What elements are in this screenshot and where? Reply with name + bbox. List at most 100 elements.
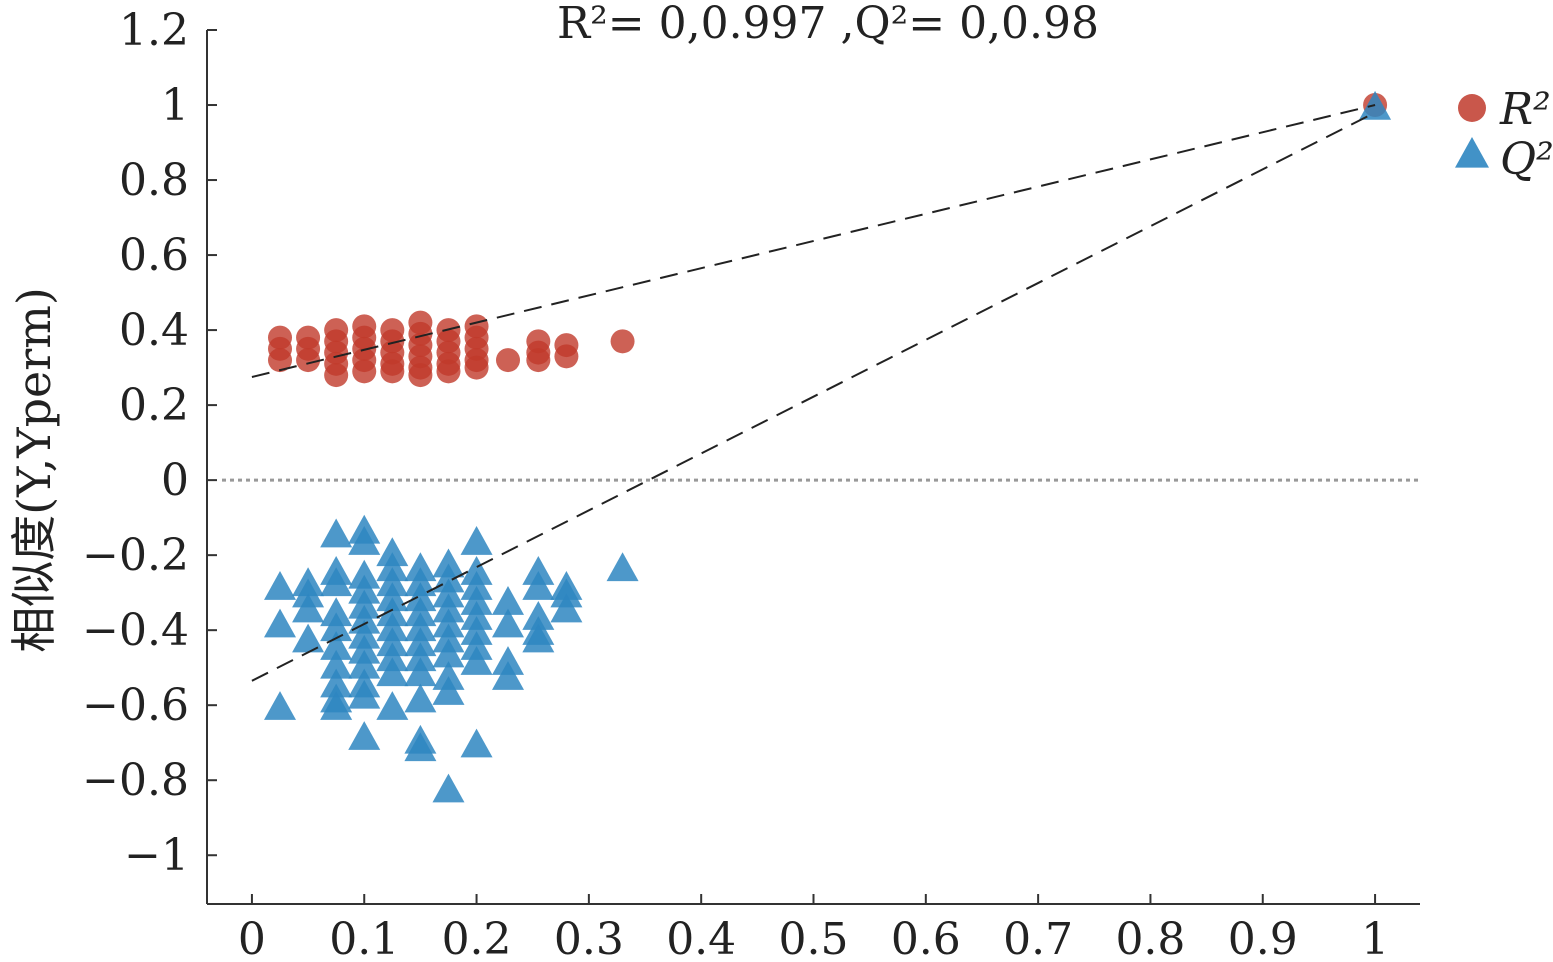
q2-point: [292, 593, 325, 623]
chart-title: R²= 0,0.997 ,Q²= 0,0.98: [557, 0, 1099, 49]
x-tick-label: 0: [238, 914, 266, 962]
q2-point: [404, 683, 437, 713]
r2-point: [436, 359, 461, 384]
q2-point: [348, 634, 381, 664]
q2-point: [376, 582, 409, 612]
r2-point: [464, 355, 489, 380]
y-tick-label: 1: [161, 80, 189, 131]
r2-point: [554, 344, 579, 369]
q2-point: [550, 593, 583, 623]
q2-point: [460, 631, 493, 660]
q2-point: [522, 571, 555, 600]
legend-r2-marker: [1458, 94, 1486, 122]
y-tick-label: 0: [161, 455, 189, 506]
q2-point: [348, 649, 381, 679]
r2-point: [526, 348, 551, 373]
x-tick-label: 0.2: [442, 914, 512, 962]
y-tick-label: 0.4: [119, 305, 189, 356]
q2-point: [492, 661, 525, 690]
q2-point: [376, 642, 409, 672]
q2-point: [348, 589, 381, 619]
q2-point: [348, 604, 381, 634]
q2-point: [264, 691, 297, 720]
q2-point: [320, 612, 353, 642]
q2-point: [432, 623, 465, 653]
q2-point: [550, 578, 583, 608]
x-tick-label: 0.8: [1115, 914, 1185, 962]
q2-point: [492, 586, 525, 615]
q2-point: [404, 567, 437, 597]
q2-point: [376, 627, 409, 657]
q2-point: [376, 597, 409, 627]
q2-point: [522, 601, 555, 630]
q2-point: [264, 608, 297, 638]
q2-point: [432, 773, 465, 803]
q2-point: [460, 728, 493, 758]
q2-point: [404, 627, 437, 657]
q2-point: [348, 559, 381, 589]
x-tick-label: 0.5: [779, 914, 849, 962]
q2-point: [376, 657, 409, 687]
q2-point: [606, 552, 639, 582]
x-tick-label: 0.9: [1228, 914, 1298, 962]
q2-point: [460, 556, 493, 585]
y-tick-label: −0.4: [82, 605, 189, 656]
q2-point: [492, 646, 525, 675]
q2-point: [292, 578, 325, 608]
q2-point: [320, 691, 353, 720]
q2-point: [404, 582, 437, 612]
q2-point: [404, 597, 437, 627]
q2-point: [320, 567, 353, 597]
q2-point: [460, 646, 493, 675]
q2-regression-line: [251, 111, 1376, 682]
y-axis-label: 相似度(Y,Yperm): [7, 287, 61, 653]
q2-point: [432, 661, 465, 690]
q2-point: [522, 623, 555, 653]
y-tick-label: −0.6: [82, 680, 189, 731]
y-tick-label: 0.2: [119, 380, 189, 431]
lines-layer: [222, 104, 1420, 682]
q2-point: [460, 586, 493, 615]
q2-point: [432, 593, 465, 623]
x-tick-label: 0.3: [554, 914, 624, 962]
q2-point: [292, 623, 325, 653]
q2-point: [264, 571, 297, 600]
x-tick-label: 0.4: [666, 914, 736, 962]
y-tick-label: 0.6: [119, 230, 189, 281]
x-tick-label: 0.1: [329, 914, 399, 962]
q2-point: [348, 574, 381, 604]
r2-point: [268, 348, 293, 373]
y-tick-label: −0.8: [82, 755, 189, 806]
x-tick-label: 0.6: [891, 914, 961, 962]
r2-point: [408, 363, 433, 388]
q2-point: [432, 608, 465, 638]
q2-point: [460, 601, 493, 630]
q2-point: [348, 679, 381, 709]
q2-point: [348, 721, 381, 750]
r2-point: [296, 348, 321, 373]
q2-point: [320, 597, 353, 627]
r2-point: [324, 363, 349, 388]
q2-point: [320, 668, 353, 698]
x-tick-label: 1: [1361, 914, 1389, 962]
q2-point: [404, 552, 437, 582]
q2-point: [348, 619, 381, 649]
q2-point: [404, 642, 437, 672]
legend-q2-label: Q²: [1500, 134, 1553, 185]
x-tick-label: 0.7: [1003, 914, 1073, 962]
q2-point: [404, 732, 437, 762]
q2-point: [432, 638, 465, 668]
q2-point: [460, 571, 493, 600]
q2-point: [376, 567, 409, 597]
q2-point: [460, 616, 493, 645]
r2-point: [352, 359, 377, 384]
q2-point: [404, 657, 437, 687]
y-tick-label: −0.2: [82, 530, 189, 581]
y-tick-label: 0.8: [119, 155, 189, 206]
q2-point: [432, 578, 465, 608]
q2-point: [376, 612, 409, 642]
q2-point: [404, 612, 437, 642]
r2-point: [610, 329, 635, 354]
q2-point: [460, 526, 493, 555]
